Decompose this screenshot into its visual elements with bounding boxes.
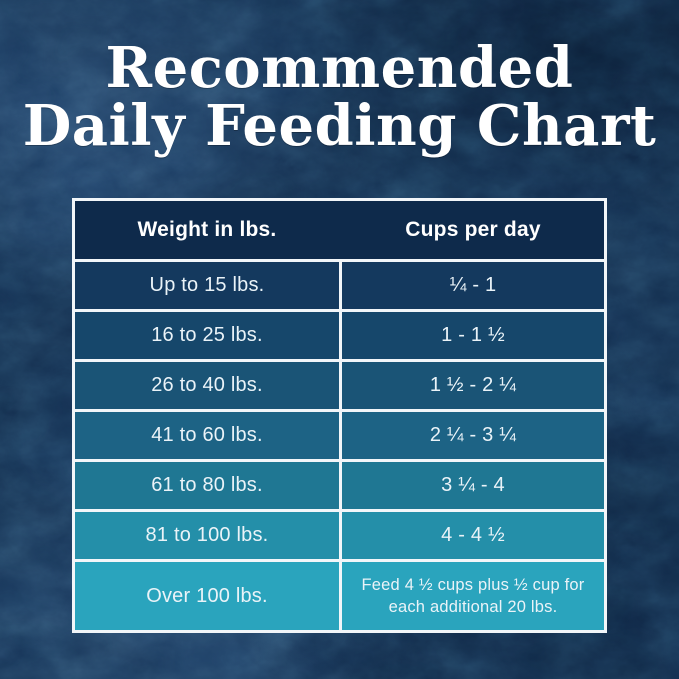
table-row: 61 to 80 lbs. 3 ¼ - 4 <box>75 462 604 509</box>
cups-per-day-cell: ¼ - 1 <box>342 262 604 309</box>
cups-per-day-cell: 1 - 1 ½ <box>342 312 604 359</box>
weight-range-cell: 61 to 80 lbs. <box>75 462 339 509</box>
cups-per-day-cell: 2 ¼ - 3 ¼ <box>342 412 604 459</box>
table-row: 41 to 60 lbs. 2 ¼ - 3 ¼ <box>75 412 604 459</box>
cups-per-day-cell: 4 - 4 ½ <box>342 512 604 559</box>
feeding-chart-table: Weight in lbs. Cups per day Up to 15 lbs… <box>72 198 607 633</box>
weight-range-cell: 16 to 25 lbs. <box>75 312 339 359</box>
title-line-1: Recommended <box>105 35 574 101</box>
table-row: 16 to 25 lbs. 1 - 1 ½ <box>75 312 604 359</box>
weight-range-cell: 26 to 40 lbs. <box>75 362 339 409</box>
cups-per-day-cell: Feed 4 ½ cups plus ½ cup for each additi… <box>342 562 604 630</box>
weight-range-cell: 81 to 100 lbs. <box>75 512 339 559</box>
table-row: Up to 15 lbs. ¼ - 1 <box>75 262 604 309</box>
column-header-cups: Cups per day <box>342 201 604 259</box>
cups-per-day-cell: 1 ½ - 2 ¼ <box>342 362 604 409</box>
table-row: 81 to 100 lbs. 4 - 4 ½ <box>75 512 604 559</box>
cups-per-day-cell: 3 ¼ - 4 <box>342 462 604 509</box>
table-header-row: Weight in lbs. Cups per day <box>75 201 604 259</box>
title-line-2: Daily Feeding Chart <box>22 92 657 159</box>
table-row: Over 100 lbs. Feed 4 ½ cups plus ½ cup f… <box>75 562 604 630</box>
weight-range-cell: Up to 15 lbs. <box>75 262 339 309</box>
column-header-weight: Weight in lbs. <box>75 201 339 259</box>
weight-range-cell: Over 100 lbs. <box>75 562 339 630</box>
table-row: 26 to 40 lbs. 1 ½ - 2 ¼ <box>75 362 604 409</box>
weight-range-cell: 41 to 60 lbs. <box>75 412 339 459</box>
page-title: Recommended Daily Feeding Chart <box>0 35 679 159</box>
